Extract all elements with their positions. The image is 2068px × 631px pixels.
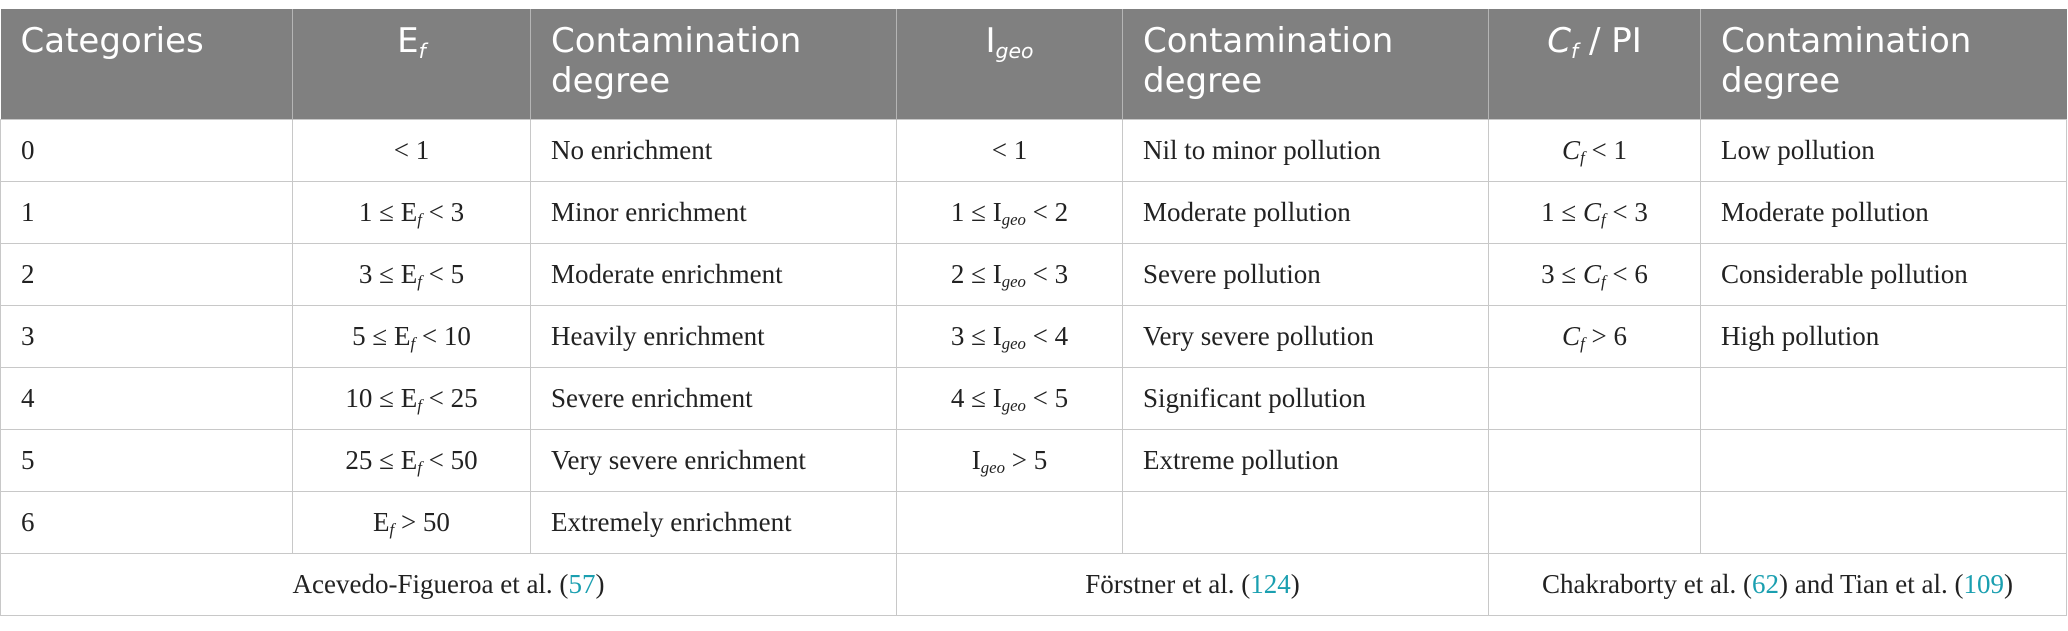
table-row: 4 10 ≤ Ef < 25 Severe enrichment 4 ≤ Igeo <… [0, 366, 2067, 430]
igeo-range-cell: 3 ≤ Igeo < 4 [896, 304, 1123, 368]
ef-degree-cell: Moderate enrichment [530, 242, 897, 306]
cf-degree-cell: High pollution [1700, 304, 2067, 368]
igeo-range-cell: < 1 [896, 118, 1123, 182]
ef-degree-cell: No enrichment [530, 118, 897, 182]
header-row: Categories Ef Contamination degree Igeo … [0, 9, 2067, 119]
igeo-degree-cell: Very severe pollution [1122, 304, 1489, 368]
header-categories: Categories [0, 9, 293, 119]
ef-range-cell: 1 ≤ Ef < 3 [292, 180, 531, 244]
header-ef: Ef [292, 9, 531, 119]
cf-range-cell [1488, 490, 1701, 554]
table-row: 5 25 ≤ Ef < 50 Very severe enrichment Igeo … [0, 428, 2067, 492]
cf-range-cell: Cf < 1 [1488, 118, 1701, 182]
citation-link[interactable]: 124 [1250, 568, 1291, 599]
table-row: 0 < 1 No enrichment < 1 Nil to minor polluti… [0, 118, 2067, 182]
cf-range-cell [1488, 366, 1701, 430]
igeo-range-cell [896, 490, 1123, 554]
ef-range-cell: 3 ≤ Ef < 5 [292, 242, 531, 306]
header-igeo-contamination-degree: Contamination degree [1122, 9, 1489, 119]
igeo-range-cell: Igeo > 5 [896, 428, 1123, 492]
ef-range-cell: < 1 [292, 118, 531, 182]
cf-range-cell: 3 ≤ Cf < 6 [1488, 242, 1701, 306]
cf-range-cell: Cf > 6 [1488, 304, 1701, 368]
category-cell: 1 [0, 180, 293, 244]
ef-degree-cell: Heavily enrichment [530, 304, 897, 368]
header-ef-contamination-degree: Contamination degree [530, 9, 897, 119]
contamination-classification-table: Categories Ef Contamination degree Igeo … [0, 9, 2067, 616]
header-cf-contamination-degree: Contamination degree [1700, 9, 2067, 119]
header-igeo: Igeo [896, 9, 1123, 119]
header-cf-pi: Cf / PI [1488, 9, 1701, 119]
igeo-degree-cell: Severe pollution [1122, 242, 1489, 306]
cf-degree-cell [1700, 366, 2067, 430]
citation-link[interactable]: 57 [568, 568, 596, 599]
cf-degree-cell [1700, 490, 2067, 554]
category-cell: 4 [0, 366, 293, 430]
igeo-degree-cell: Significant pollution [1122, 366, 1489, 430]
category-cell: 5 [0, 428, 293, 492]
reference-igeo: Förstner et al. (124) [896, 552, 1489, 616]
citation-link[interactable]: 62 [1751, 568, 1779, 599]
ef-range-cell: 25 ≤ Ef < 50 [292, 428, 531, 492]
cf-degree-cell: Moderate pollution [1700, 180, 2067, 244]
citation-link[interactable]: 109 [1963, 568, 2004, 599]
category-cell: 6 [0, 490, 293, 554]
ef-degree-cell: Very severe enrichment [530, 428, 897, 492]
ef-range-cell: 10 ≤ Ef < 25 [292, 366, 531, 430]
ef-range-cell: 5 ≤ Ef < 10 [292, 304, 531, 368]
cf-degree-cell: Low pollution [1700, 118, 2067, 182]
igeo-range-cell: 4 ≤ Igeo < 5 [896, 366, 1123, 430]
ef-degree-cell: Extremely enrichment [530, 490, 897, 554]
cf-range-cell [1488, 428, 1701, 492]
table-row: 6 Ef > 50 Extremely enrichment [0, 490, 2067, 554]
igeo-range-cell: 1 ≤ Igeo < 2 [896, 180, 1123, 244]
igeo-degree-cell [1122, 490, 1489, 554]
category-cell: 0 [0, 118, 293, 182]
references-row: Acevedo-Figueroa et al. (57) Förstner et… [0, 552, 2067, 616]
ef-degree-cell: Minor enrichment [530, 180, 897, 244]
igeo-degree-cell: Nil to minor pollution [1122, 118, 1489, 182]
cf-degree-cell [1700, 428, 2067, 492]
igeo-degree-cell: Extreme pollution [1122, 428, 1489, 492]
cf-degree-cell: Considerable pollution [1700, 242, 2067, 306]
reference-cf: Chakraborty et al. (62) and Tian et al. … [1488, 552, 2067, 616]
ef-range-cell: Ef > 50 [292, 490, 531, 554]
ef-degree-cell: Severe enrichment [530, 366, 897, 430]
category-cell: 2 [0, 242, 293, 306]
reference-ef: Acevedo-Figueroa et al. (57) [0, 552, 897, 616]
category-cell: 3 [0, 304, 293, 368]
igeo-range-cell: 2 ≤ Igeo < 3 [896, 242, 1123, 306]
igeo-degree-cell: Moderate pollution [1122, 180, 1489, 244]
cf-range-cell: 1 ≤ Cf < 3 [1488, 180, 1701, 244]
